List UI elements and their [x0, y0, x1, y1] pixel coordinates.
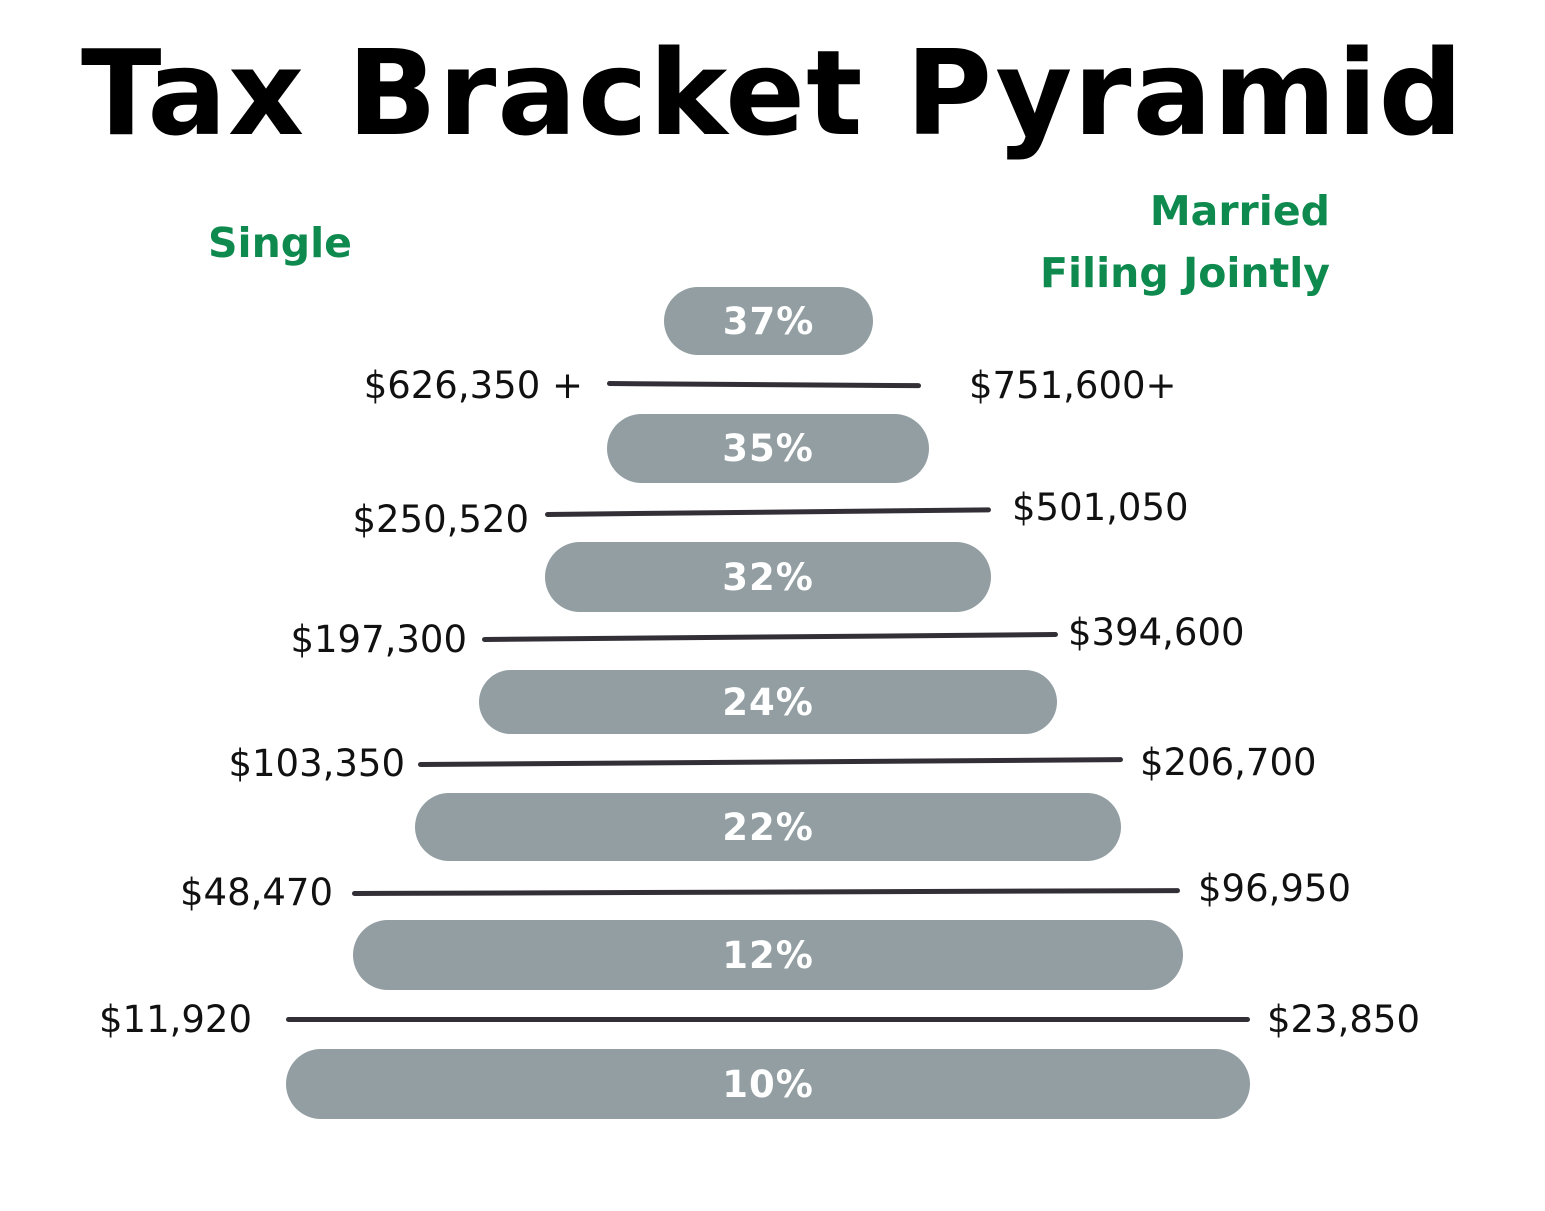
single-threshold: $103,350 [228, 742, 405, 785]
threshold-line [286, 1017, 1250, 1022]
legend-single: Single [208, 219, 352, 267]
bracket-bar-32: 32% [545, 542, 991, 612]
bracket-rate-label: 12% [722, 933, 814, 977]
bracket-bar-35: 35% [607, 414, 929, 483]
single-threshold: $48,470 [179, 871, 333, 914]
married-threshold: $23,850 [1267, 998, 1421, 1041]
bracket-bar-24: 24% [479, 670, 1057, 734]
threshold-line [606, 381, 922, 389]
legend-married-line1: Married [1149, 187, 1330, 235]
bracket-bar-37: 37% [664, 287, 873, 355]
threshold-line [481, 631, 1058, 642]
page-title: Tax Bracket Pyramid [81, 24, 1464, 162]
legend-married-line2: Filing Jointly [1039, 249, 1330, 297]
threshold-line [544, 507, 992, 517]
threshold-line [351, 888, 1181, 896]
married-threshold: $751,600+ [969, 364, 1177, 407]
bracket-bar-12: 12% [353, 920, 1183, 990]
bracket-rate-label: 32% [722, 555, 814, 599]
single-threshold: $11,920 [98, 998, 252, 1041]
legend-married-filing-jointly: Married Filing Jointly [1040, 180, 1330, 304]
bracket-rate-label: 35% [722, 427, 814, 470]
bracket-rate-label: 24% [722, 680, 814, 724]
threshold-line [417, 757, 1124, 767]
single-threshold: $250,520 [352, 498, 529, 541]
bracket-bar-10: 10% [286, 1049, 1250, 1119]
married-threshold: $206,700 [1140, 741, 1317, 784]
bracket-rate-label: 37% [722, 299, 815, 343]
married-threshold: $394,600 [1068, 611, 1245, 654]
bracket-rate-label: 22% [722, 805, 814, 849]
bracket-bar-22: 22% [415, 793, 1121, 861]
married-threshold: $96,950 [1198, 867, 1352, 910]
single-threshold: $626,350 + [363, 364, 583, 407]
single-threshold: $197,300 [290, 618, 467, 661]
married-threshold: $501,050 [1012, 486, 1189, 529]
bracket-rate-label: 10% [722, 1062, 814, 1106]
